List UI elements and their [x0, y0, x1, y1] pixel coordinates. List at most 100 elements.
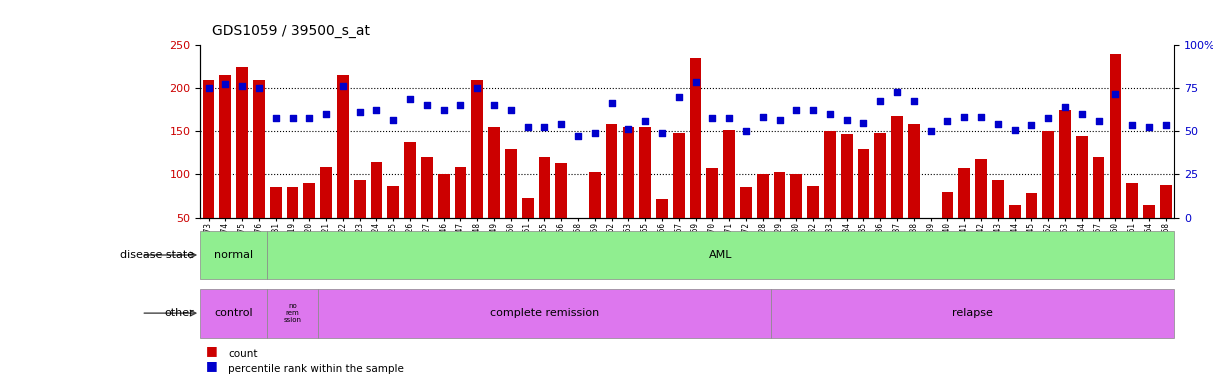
Bar [1009, 205, 1020, 218]
Point [1021, 122, 1041, 128]
Bar [267, 289, 318, 338]
Point [670, 94, 689, 100]
Point [786, 107, 805, 113]
Bar [774, 172, 785, 217]
Point [702, 116, 722, 122]
Bar [303, 183, 315, 218]
Bar [706, 168, 718, 217]
Text: AML: AML [710, 250, 733, 260]
Point [1038, 116, 1058, 122]
Text: GDS1059 / 39500_s_at: GDS1059 / 39500_s_at [212, 24, 370, 38]
Bar [892, 116, 902, 218]
Point [501, 107, 520, 113]
Point [569, 133, 588, 139]
Text: ■: ■ [206, 359, 218, 372]
Bar [200, 231, 267, 279]
Bar [1076, 136, 1088, 218]
Bar [505, 148, 517, 217]
Text: other: other [164, 308, 194, 318]
Bar [320, 168, 332, 217]
Text: percentile rank within the sample: percentile rank within the sample [228, 364, 404, 374]
Bar [757, 174, 769, 217]
Bar [958, 168, 970, 217]
Point [366, 107, 386, 113]
Point [770, 117, 790, 123]
Point [653, 130, 672, 136]
Point [972, 114, 991, 120]
Bar [723, 129, 735, 218]
Bar [220, 75, 232, 217]
Bar [488, 127, 500, 218]
Bar [237, 67, 247, 218]
Bar [992, 180, 1003, 218]
Bar [690, 58, 701, 217]
Bar [1160, 185, 1172, 218]
Point [989, 122, 1008, 128]
Bar [771, 289, 1174, 338]
Text: control: control [215, 308, 254, 318]
Point [1139, 124, 1158, 130]
Point [199, 85, 218, 91]
Bar [639, 127, 651, 218]
Bar [590, 172, 600, 217]
Point [871, 98, 890, 104]
Point [1156, 122, 1175, 128]
Bar [318, 289, 771, 338]
Point [854, 120, 873, 126]
Bar [354, 180, 365, 218]
Text: ■: ■ [206, 344, 218, 357]
Point [233, 82, 252, 88]
Point [820, 111, 839, 117]
Bar [605, 124, 617, 217]
Point [518, 124, 537, 130]
Point [484, 102, 503, 108]
Point [636, 118, 655, 124]
Bar [337, 75, 349, 217]
Point [266, 116, 285, 122]
Bar [387, 186, 399, 218]
Text: disease state: disease state [120, 250, 194, 260]
Point [552, 122, 571, 128]
Bar [455, 168, 466, 217]
Point [685, 79, 705, 85]
Point [451, 102, 471, 108]
Bar [673, 133, 684, 218]
Point [1122, 122, 1141, 128]
Bar [740, 188, 752, 218]
Point [535, 124, 554, 130]
Bar [1110, 54, 1121, 217]
Point [417, 102, 437, 108]
Bar [371, 162, 382, 218]
Bar [254, 80, 264, 218]
Bar [522, 198, 534, 217]
Point [736, 128, 756, 134]
Point [383, 117, 403, 123]
Text: normal: normal [215, 250, 254, 260]
Point [888, 90, 907, 96]
Point [249, 85, 268, 91]
Point [602, 100, 621, 106]
Point [400, 96, 420, 102]
Text: count: count [228, 350, 257, 359]
Bar [1143, 205, 1155, 218]
Bar [622, 127, 634, 218]
Bar [1025, 194, 1037, 217]
Bar [1093, 157, 1105, 218]
Point [1072, 111, 1092, 117]
Bar [1059, 110, 1071, 218]
Bar [203, 80, 215, 218]
Bar [421, 157, 433, 218]
Point [955, 114, 974, 120]
Bar [404, 142, 416, 218]
Bar [791, 174, 802, 217]
Point [467, 85, 486, 91]
Bar [807, 186, 819, 218]
Text: no
rem
ssion: no rem ssion [284, 303, 302, 323]
Bar [286, 188, 298, 218]
Bar [1042, 131, 1054, 218]
Point [1106, 91, 1126, 97]
Point [434, 107, 454, 113]
Point [300, 116, 319, 122]
Bar [472, 80, 483, 218]
Point [283, 116, 302, 122]
